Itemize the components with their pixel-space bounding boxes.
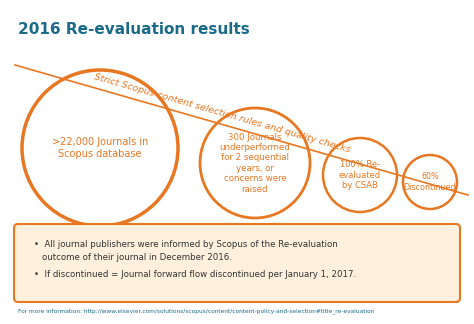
Text: 100% Re-
evaluated
by CSAB: 100% Re- evaluated by CSAB xyxy=(339,160,381,190)
Text: outcome of their journal in December 2016.: outcome of their journal in December 201… xyxy=(42,253,232,262)
Text: 300 Journals
underperformed
for 2 sequential
years, or
concerns were
raised: 300 Journals underperformed for 2 sequen… xyxy=(219,133,291,193)
Text: For more information: http://www.elsevier.com/solutions/scopus/content/content-p: For more information: http://www.elsevie… xyxy=(18,308,374,314)
Text: Strict Scopus content selection rules and quality checks: Strict Scopus content selection rules an… xyxy=(93,73,352,155)
Text: 2016 Re-evaluation results: 2016 Re-evaluation results xyxy=(18,22,250,37)
Text: 60%
Discontinued: 60% Discontinued xyxy=(404,172,456,192)
FancyBboxPatch shape xyxy=(14,224,460,302)
Text: •  All journal publishers were informed by Scopus of the Re-evaluation: • All journal publishers were informed b… xyxy=(34,240,338,249)
Text: >22,000 Journals in
Scopus database: >22,000 Journals in Scopus database xyxy=(52,137,148,159)
Text: •  If discontinued = Journal forward flow discontinued per January 1, 2017.: • If discontinued = Journal forward flow… xyxy=(34,270,356,279)
